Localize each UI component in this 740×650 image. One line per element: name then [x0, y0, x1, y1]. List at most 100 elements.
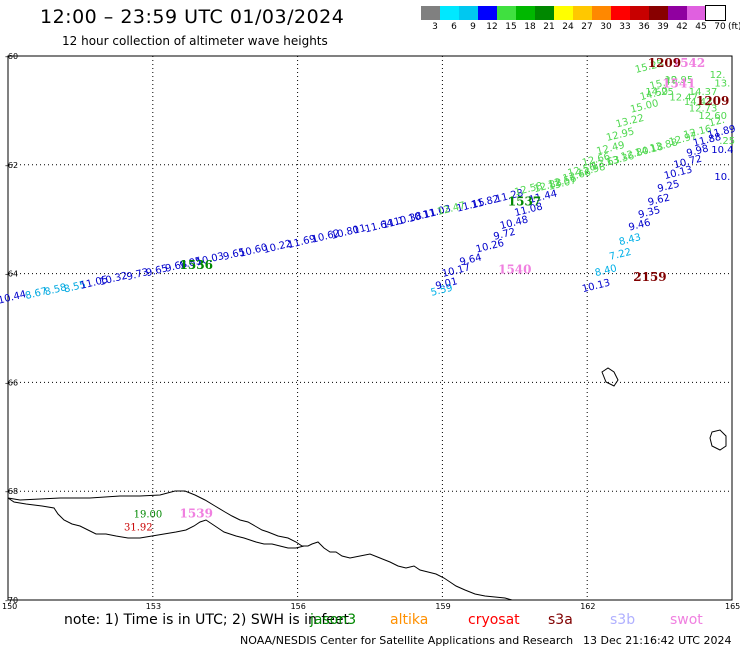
x-tick-label: 165 [725, 602, 740, 610]
source-s3b: s3b [610, 612, 636, 628]
y-tick-label: -70 [5, 596, 18, 605]
wave-height-label: .25 [719, 136, 735, 147]
x-tick-label: 150 [2, 602, 17, 610]
pass-time-label: 1209 [648, 56, 681, 70]
legend-swatch [478, 6, 497, 20]
x-tick-label: 156 [291, 602, 306, 610]
island-2 [709, 429, 727, 451]
wave-height-label: 12. [710, 70, 726, 81]
wave-height-label: 9.72 [492, 227, 516, 243]
legend-swatch [421, 6, 440, 20]
wave-height-label: 8.58 [44, 282, 68, 298]
legend-swatch [705, 5, 726, 21]
legend-units: (ft) [728, 22, 740, 32]
y-tick-label: -68 [5, 487, 18, 496]
wave-height-label: 9.85 [179, 256, 203, 272]
legend-swatch [611, 6, 630, 20]
pass-time-label: 1209 [696, 94, 729, 108]
y-tick-label: -62 [5, 161, 18, 170]
x-tick-label: 153 [146, 602, 161, 610]
wave-height-label: 10. [714, 172, 730, 183]
wave-height-label: 8.40 [594, 263, 618, 279]
legend-swatch [668, 6, 687, 20]
pass-time-label: 1540 [498, 263, 531, 277]
wave-height-label: 13. [714, 78, 730, 89]
wave-height-label: 14.25 [645, 87, 674, 98]
wave-height-label: 10.4 [711, 145, 733, 156]
y-tick-label: -60 [5, 52, 18, 61]
axis-labels: 150 153 156 159 162 165 -60 -62 -64 -66 -68 -70 [2, 52, 740, 610]
wave-height-label: 8.55 [63, 279, 87, 295]
wave-height-label: 9.65 [222, 247, 246, 263]
legend-swatch [649, 6, 668, 20]
legend-swatch [497, 6, 516, 20]
wave-height-label: 9.62 [647, 192, 671, 208]
legend-value: 42 [676, 22, 688, 32]
legend-swatch [535, 6, 554, 20]
wave-height-label: 19.00 [134, 509, 163, 520]
generated-timestamp: 13 Dec 21:16:42 UTC 2024 [583, 634, 732, 647]
map-grid [7, 55, 733, 601]
wave-height-label: 10.13 [581, 278, 611, 296]
legend-swatch [630, 6, 649, 20]
credit-text: NOAA/NESDIS Center for Satellite Applica… [240, 634, 574, 647]
legend-value: 24 [562, 22, 574, 32]
wave-height-label: 12.95 [665, 75, 694, 86]
pass-time-label: 1536 [180, 258, 213, 272]
coastline-path [7, 490, 513, 601]
wave-height-label: 9.35 [637, 205, 661, 221]
wave-height-label: 11.1 [381, 215, 405, 231]
legend-value: 15 [505, 22, 517, 32]
map-frame [7, 55, 733, 601]
pass-time-label: 1541 [662, 77, 695, 91]
legend-value: 45 [695, 22, 707, 32]
wave-height-label: 10.32 [98, 271, 128, 289]
legend-swatch [440, 6, 459, 20]
coastline-peninsula [7, 497, 305, 549]
x-tick-label: 159 [435, 602, 450, 610]
legend-swatch [516, 6, 535, 20]
legend-swatch [459, 6, 478, 20]
pass-time-label: 1539 [180, 506, 213, 520]
note-text: note: 1) Time is in UTC; 2) SWH is in fe… [64, 612, 350, 628]
wave-height-label: 11 [352, 223, 367, 237]
wave-height-label: 14.37 [689, 87, 718, 98]
wave-height-label: 9.65 [145, 263, 169, 279]
legend-value: 3 [432, 22, 438, 32]
wave-height-label: 31.92 [124, 522, 153, 533]
legend-value: 12 [486, 22, 498, 32]
source-cryosat: cryosat [468, 612, 520, 628]
legend-value: 18 [524, 22, 536, 32]
chart-title: 12:00 – 23:59 UTC 01/03/2024 [40, 6, 345, 28]
pass-time-label: 1537 [508, 195, 541, 209]
source-s3a: s3a [548, 612, 573, 628]
wave-height-label: 8.67 [24, 286, 48, 302]
y-tick-label: -66 [5, 378, 18, 387]
wave-height-label: 9.68 [164, 259, 188, 275]
chart-subtitle: 12 hour collection of altimeter wave hei… [62, 34, 328, 48]
wave-height-label: 9.64 [459, 252, 483, 268]
y-tick-label: -64 [5, 270, 18, 279]
legend-swatch [592, 6, 611, 20]
wave-height-label: 12.47 [669, 93, 698, 104]
wave-height-label: 5.59 [430, 283, 454, 299]
wave-height-label: 9.01 [434, 276, 458, 292]
wave-height-label: 12. [708, 115, 726, 130]
coastline [7, 367, 727, 601]
wave-height-label: 7.22 [608, 247, 632, 263]
wave-height-label: 12.60 [698, 111, 727, 122]
wave-height-label: 9.73 [126, 267, 150, 283]
source-swot: swot [670, 612, 703, 628]
legend-value: 39 [657, 22, 669, 32]
legend-value: 9 [470, 22, 476, 32]
legend-value: 30 [600, 22, 612, 32]
legend-value: 27 [581, 22, 593, 32]
source-jason3: jason3 [310, 612, 357, 628]
legend-swatch [554, 6, 573, 20]
wave-height-label: 12.73 [689, 103, 718, 114]
wave-height-label: 9.25 [657, 179, 681, 195]
wave-height-label: 8.43 [618, 232, 642, 248]
legend-value: 33 [619, 22, 631, 32]
altimeter-map: 10.448.678.588.5511.0510.329.739.659.689… [0, 52, 740, 610]
legend-swatch [573, 6, 592, 20]
